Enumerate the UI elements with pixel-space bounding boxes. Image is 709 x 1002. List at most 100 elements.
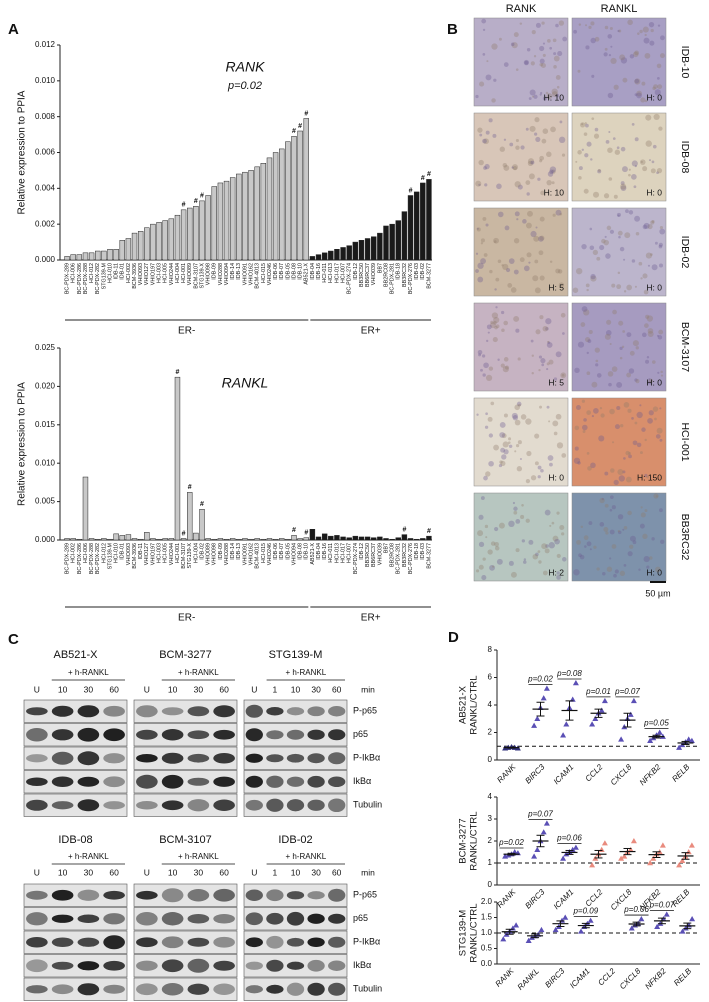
ihc-texture [585, 283, 590, 288]
ihc-texture [584, 545, 587, 548]
x-tick-label: HCI-015 [261, 263, 267, 283]
blot-band [307, 706, 325, 717]
ihc-texture [590, 275, 597, 282]
blot-band [213, 888, 235, 902]
ihc-texture [572, 287, 579, 293]
bar [395, 220, 401, 261]
ihc-texture [602, 572, 606, 576]
x-tick-label: HCI-003 [156, 263, 162, 283]
ihc-texture [499, 146, 505, 152]
ihc-texture [542, 53, 546, 57]
ihc-texture [644, 509, 648, 513]
ihc-texture [645, 314, 650, 319]
ihc-texture [526, 450, 532, 457]
blot-band [51, 914, 74, 923]
x-tick-label: VHIO098 [212, 543, 218, 565]
ihc-texture [606, 319, 612, 325]
ihc-texture [577, 69, 581, 73]
ihc-texture [646, 356, 650, 359]
bar [199, 200, 205, 261]
bar [309, 256, 316, 261]
x-tick-label: BC-PDX-289 [64, 263, 70, 294]
ihc-texture [633, 185, 637, 189]
x-tick-label: HCI-006 [83, 543, 89, 563]
ihc-texture [597, 169, 602, 174]
ihc-texture [505, 267, 511, 273]
ihc-texture [530, 230, 537, 238]
ihc-texture [590, 21, 595, 26]
data-point [560, 732, 567, 738]
ihc-texture [545, 544, 549, 548]
ihc-texture [642, 533, 648, 540]
ihc-texture [546, 405, 550, 409]
x-tick-label: BCM-3107 [181, 543, 187, 569]
blot-band [245, 704, 263, 718]
blot-band [136, 937, 158, 948]
blot-band [136, 911, 158, 926]
ihc-texture [660, 35, 665, 41]
bar [113, 249, 119, 261]
bar [413, 538, 420, 541]
ihc-texture [594, 347, 600, 353]
ihc-texture [535, 226, 538, 229]
data-point [589, 721, 596, 727]
bar [377, 232, 383, 261]
bar [125, 238, 132, 261]
ihc-texture [520, 145, 525, 150]
ihc-texture [609, 508, 613, 512]
ihc-texture [629, 350, 635, 356]
x-tick-label: VHIO039 [377, 543, 383, 565]
ihc-texture [515, 138, 519, 143]
y-axis-label: BCM-3277 [458, 818, 469, 863]
ihc-texture [555, 23, 559, 28]
x-tick-label: HCI-002 [126, 263, 132, 283]
blot-band [286, 729, 305, 740]
ihc-texture [607, 371, 614, 377]
ihc-texture [546, 368, 549, 371]
ihc-texture [646, 475, 649, 479]
ihc-texture [529, 89, 536, 96]
blot-band [26, 799, 48, 811]
ihc-texture [513, 238, 520, 244]
ihc-texture [537, 465, 542, 470]
bar [285, 538, 291, 541]
ihc-texture [617, 230, 623, 236]
blot-band [187, 914, 210, 924]
ihc-texture [575, 405, 581, 410]
bar [88, 538, 95, 541]
p-value: p=0.08 [556, 669, 582, 678]
ihc-texture [583, 188, 589, 194]
ihc-texture [651, 219, 655, 223]
ihc-texture [485, 412, 488, 416]
blot-band [136, 705, 158, 718]
time-label: 10 [168, 684, 178, 694]
ihc-texture [496, 558, 503, 565]
blot-band [26, 985, 48, 994]
ihc-texture [592, 191, 600, 198]
ihc-texture [614, 149, 621, 155]
y-tick-label: 1.5 [481, 913, 493, 922]
ihc-texture [578, 23, 582, 26]
x-tick-label: IDB-05 [285, 263, 291, 280]
ihc-texture [609, 557, 612, 560]
ihc-texture [659, 53, 665, 59]
y-tick-label: 0.002 [35, 219, 56, 228]
ihc-texture [539, 216, 545, 222]
ihc-texture [650, 168, 656, 174]
y-axis-label: Relative expression to PPIA [17, 90, 28, 214]
ihc-texture [596, 567, 600, 571]
ihc-texture [494, 541, 499, 547]
data-point [513, 922, 520, 928]
ihc-texture [488, 433, 493, 438]
ihc-texture [608, 131, 611, 134]
x-tick-label: VHIO246 [267, 543, 273, 565]
ihc-texture [623, 401, 630, 408]
ihc-texture [632, 540, 637, 545]
ihc-texture [594, 127, 599, 132]
blot-title: STG139-M [269, 649, 323, 661]
ihc-texture [525, 127, 529, 131]
ihc-texture [627, 19, 633, 26]
ihc-texture [501, 264, 504, 267]
x-tick-label: CXCL8 [618, 966, 643, 991]
bar [346, 245, 352, 261]
